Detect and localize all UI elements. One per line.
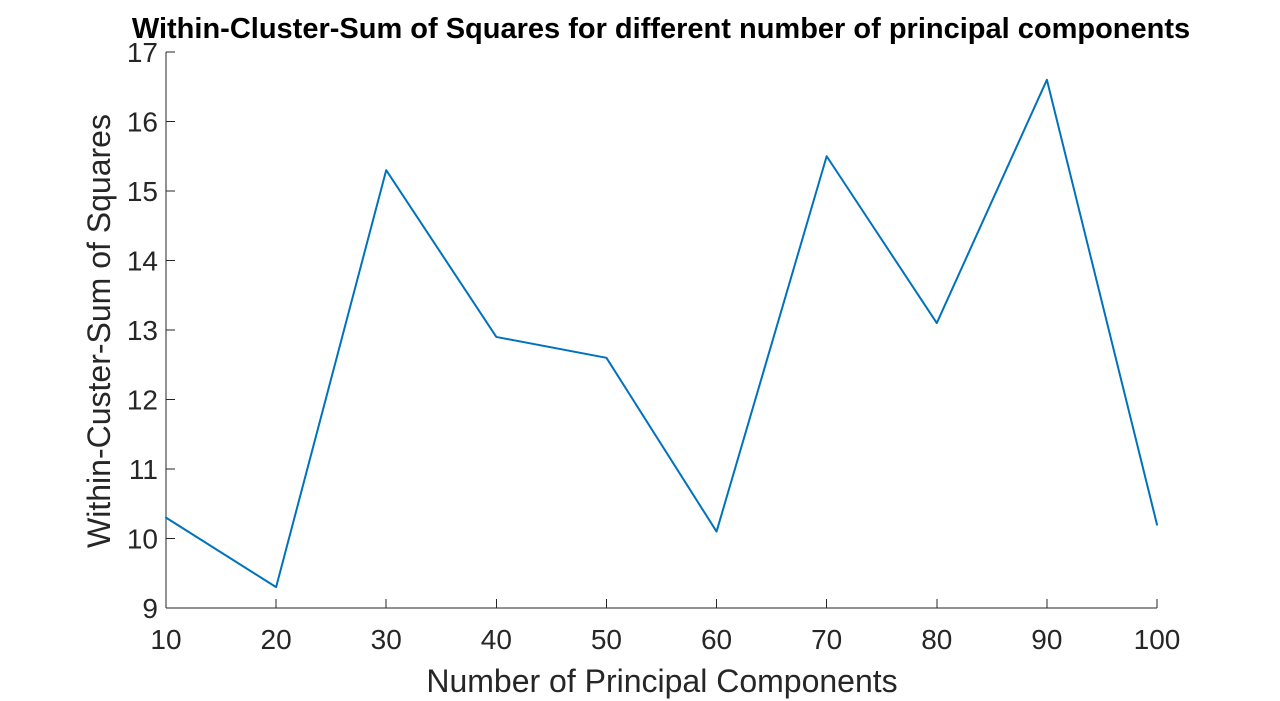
y-tick-label: 11 <box>129 454 158 485</box>
x-tick-label: 100 <box>1134 624 1181 655</box>
x-axis-ticks: 10 20 30 40 50 60 70 80 90 100 <box>150 599 1180 655</box>
y-axis-label: Within-Custer-Sum of Squares <box>81 114 117 548</box>
y-tick-label: 15 <box>127 176 158 207</box>
x-axis-label: Number of Principal Components <box>426 663 897 699</box>
y-tick-label: 9 <box>142 593 158 624</box>
y-tick-label: 10 <box>127 524 158 555</box>
x-tick-label: 40 <box>481 624 512 655</box>
x-tick-label: 60 <box>701 624 732 655</box>
y-tick-label: 16 <box>127 107 158 138</box>
y-tick-label: 17 <box>127 37 158 68</box>
x-tick-label: 50 <box>591 624 622 655</box>
y-tick-label: 13 <box>127 315 158 346</box>
x-tick-label: 30 <box>371 624 402 655</box>
chart-title: Within-Cluster-Sum of Squares for differ… <box>132 13 1190 45</box>
y-axis-ticks: 9 10 11 12 13 14 15 16 17 <box>127 37 175 624</box>
y-tick-label: 14 <box>127 246 158 277</box>
plot-area <box>165 78 1158 589</box>
y-tick-label: 12 <box>127 385 158 416</box>
x-tick-label: 80 <box>921 624 952 655</box>
x-tick-label: 10 <box>150 624 181 655</box>
series-line <box>165 78 1158 589</box>
axes <box>165 52 1157 609</box>
x-tick-label: 90 <box>1031 624 1062 655</box>
x-tick-label: 70 <box>811 624 842 655</box>
x-tick-label: 20 <box>261 624 292 655</box>
